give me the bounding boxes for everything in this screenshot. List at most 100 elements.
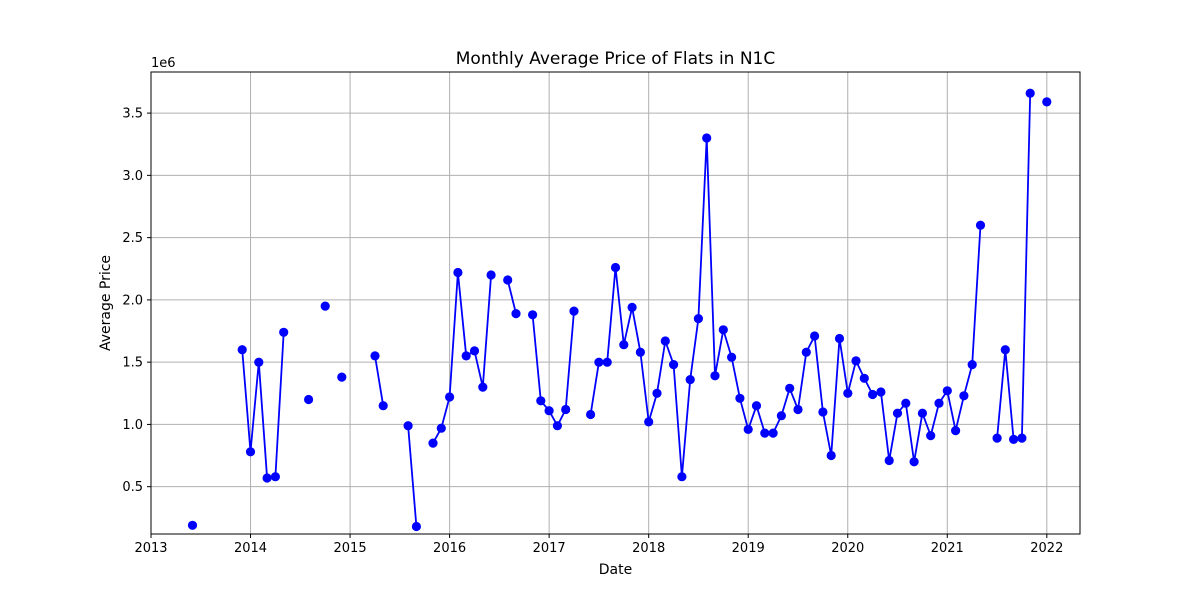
data-point [975, 220, 986, 230]
data-point [619, 340, 629, 350]
data-point [511, 309, 521, 319]
data-point [337, 372, 347, 382]
data-point [876, 387, 886, 397]
data-point [1000, 345, 1010, 355]
data-point [951, 426, 961, 436]
data-point [320, 301, 330, 311]
data-point [262, 473, 272, 483]
y-tick-label: 0.5 [122, 480, 143, 495]
data-point [926, 431, 936, 441]
data-point [693, 314, 704, 324]
data-point [254, 357, 264, 367]
data-point [610, 262, 621, 273]
data-point [901, 398, 911, 408]
data-point [1025, 88, 1035, 98]
data-point [279, 327, 289, 337]
data-point [768, 428, 778, 438]
x-tick-label: 2015 [334, 541, 367, 556]
data-point [403, 421, 413, 431]
series-layer [187, 88, 1052, 532]
data-point [942, 386, 952, 396]
data-point [834, 333, 845, 344]
data-point [669, 360, 679, 370]
data-point [304, 394, 314, 405]
x-tick-label: 2017 [533, 541, 566, 556]
ticks: 2013 2014 2015 2016 2017 2018 2019 2020 2021 2022… [122, 107, 1063, 556]
data-point [735, 393, 745, 403]
y-tick-label: 1.0 [122, 418, 143, 433]
data-point [751, 401, 762, 411]
y-axis-title: Average Price [98, 255, 114, 351]
data-point [884, 455, 894, 466]
data-point [461, 351, 471, 361]
data-point [892, 408, 903, 418]
data-point [677, 472, 687, 482]
x-tick-label: 2014 [234, 541, 267, 556]
data-point [428, 438, 438, 448]
data-point [859, 373, 869, 383]
x-tick-label: 2013 [134, 541, 167, 556]
data-point [453, 267, 463, 278]
data-point [594, 357, 604, 367]
data-point [934, 398, 944, 408]
data-point [652, 388, 662, 398]
y-tick-label: 2.0 [122, 293, 143, 308]
x-axis-title: Date [599, 562, 632, 578]
y-tick-label: 1.5 [122, 356, 143, 371]
data-point [851, 356, 861, 366]
data-point [370, 351, 380, 361]
x-tick-label: 2016 [433, 541, 466, 556]
data-point [959, 391, 969, 401]
data-point [635, 347, 646, 357]
data-point [743, 424, 753, 434]
series-line-segment [531, 311, 575, 427]
y-offset-label: 1e6 [151, 56, 176, 71]
data-point [1017, 433, 1027, 443]
data-point [868, 389, 878, 400]
data-point [627, 302, 637, 312]
data-point [793, 404, 803, 415]
series-line-segment [589, 137, 982, 478]
y-tick-label: 3.5 [122, 107, 143, 122]
x-tick-label: 2019 [732, 541, 765, 556]
data-point [992, 433, 1002, 443]
data-point [561, 404, 571, 415]
data-point [569, 306, 579, 316]
data-point [826, 450, 836, 461]
data-point [478, 382, 488, 392]
y-tick-label: 2.5 [122, 231, 143, 246]
data-point [967, 360, 977, 370]
data-point [760, 428, 770, 438]
data-point [917, 408, 928, 418]
data-point [245, 447, 256, 457]
chart-title: Monthly Average Price of Flats in N1C [456, 49, 776, 69]
data-point [909, 457, 919, 467]
series-line-segment [506, 279, 517, 314]
data-point [1042, 97, 1052, 107]
data-point [237, 345, 247, 355]
data-point [486, 270, 496, 280]
data-point [411, 521, 421, 532]
data-point [270, 472, 280, 482]
data-point [702, 133, 712, 143]
grid [150, 72, 1080, 534]
data-point [776, 411, 787, 421]
x-tick-label: 2021 [931, 541, 964, 556]
data-point [445, 392, 455, 402]
plot-frame [150, 71, 1081, 535]
data-point [536, 396, 546, 406]
x-tick-label: 2018 [632, 541, 665, 556]
data-point [469, 346, 480, 356]
x-tick-label: 2022 [1030, 541, 1063, 556]
data-point [660, 336, 670, 346]
series-line-segment [374, 355, 385, 406]
data-point [685, 375, 695, 385]
data-point [718, 325, 728, 335]
data-point [378, 401, 388, 411]
data-point [187, 520, 198, 530]
data-point [586, 409, 596, 420]
data-point [843, 388, 853, 398]
data-point [710, 371, 720, 381]
series-line-segment [241, 332, 285, 479]
